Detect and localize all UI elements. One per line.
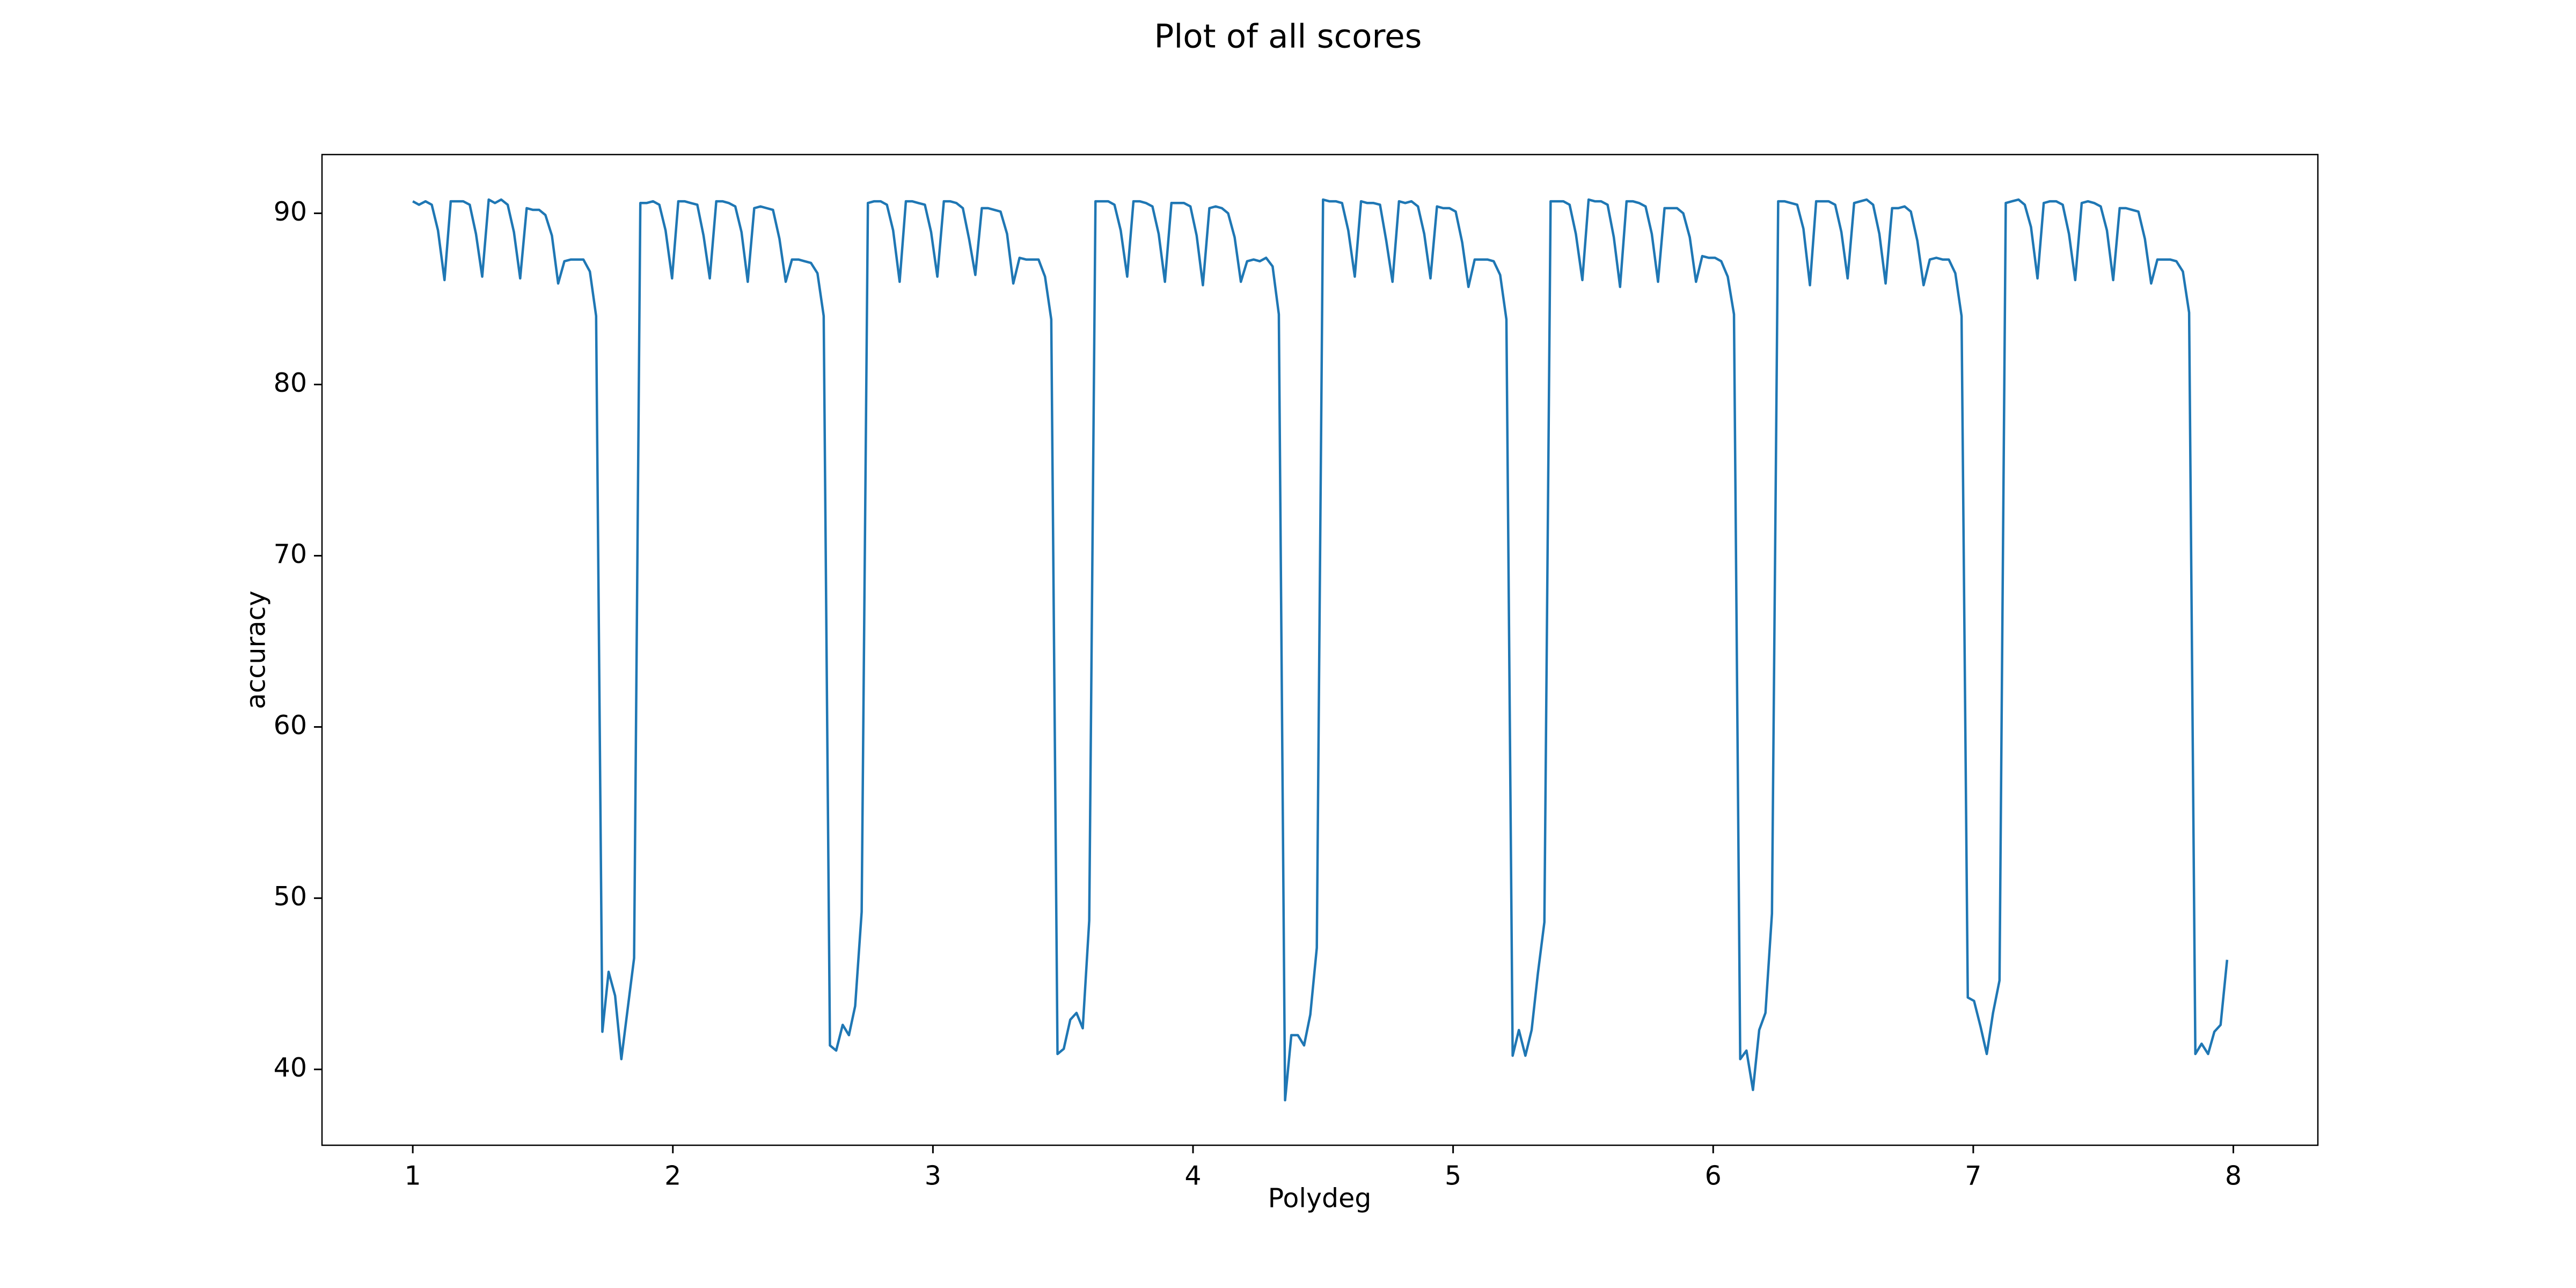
x-tick-label: 4 (1184, 1161, 1201, 1191)
data-line (412, 198, 2229, 1102)
y-tick-label: 50 (274, 881, 307, 912)
plot-frame (321, 153, 2319, 1146)
y-tick-label: 90 (274, 196, 307, 227)
y-tick-label: 60 (274, 710, 307, 741)
x-tick-label: 3 (925, 1161, 941, 1191)
x-tick-label: 6 (1705, 1161, 1722, 1191)
x-axis-label: Polydeg (1268, 1183, 1372, 1214)
y-tick-label: 40 (274, 1052, 307, 1083)
x-tick-label: 2 (664, 1161, 681, 1191)
x-tick-label: 7 (1965, 1161, 1981, 1191)
y-axis-label: accuracy (241, 590, 272, 709)
chart-title: Plot of all scores (1154, 18, 1422, 56)
x-tick-label: 5 (1445, 1161, 1461, 1191)
y-tick-label: 70 (274, 539, 307, 569)
x-tick-label: 1 (405, 1161, 421, 1191)
x-tick-label: 8 (2225, 1161, 2242, 1191)
y-tick-label: 80 (274, 368, 307, 398)
